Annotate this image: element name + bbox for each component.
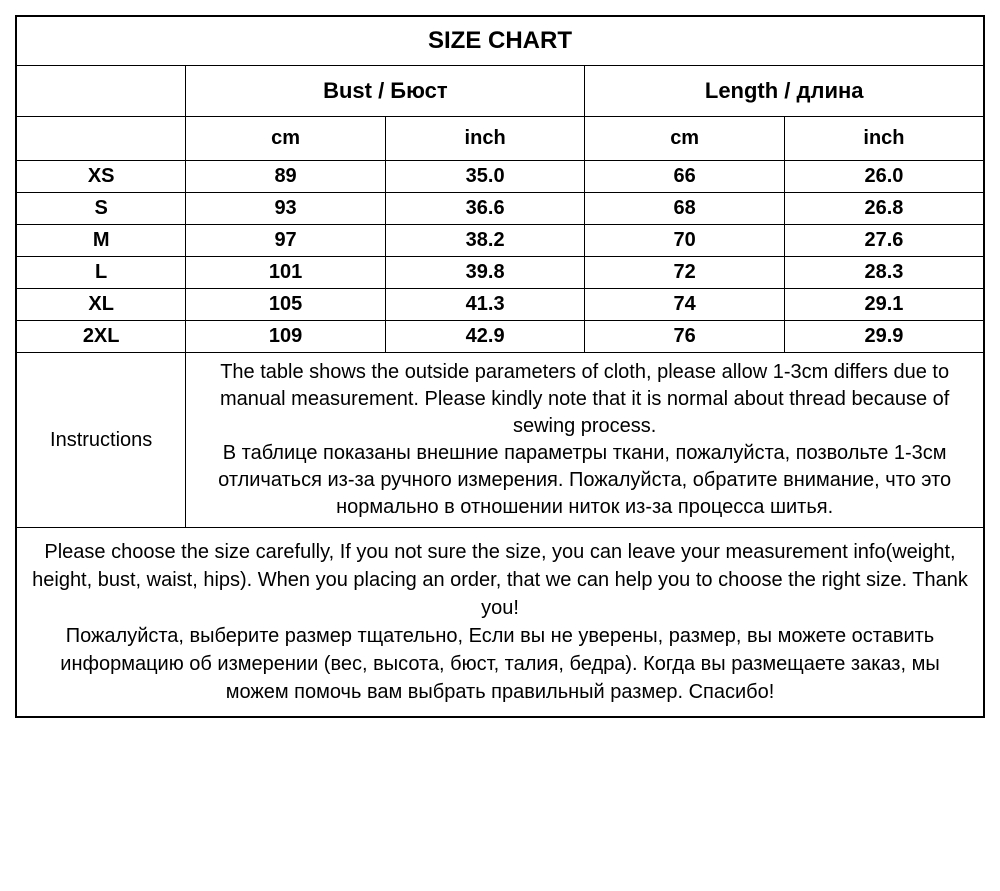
value-cell: 42.9 (385, 321, 585, 353)
value-cell: 35.0 (385, 161, 585, 193)
footer-text: Please choose the size carefully, If you… (16, 528, 984, 718)
value-cell: 70 (585, 225, 785, 257)
value-cell: 109 (186, 321, 386, 353)
instructions-text: The table shows the outside parameters o… (186, 353, 984, 528)
table-row: M9738.27027.6 (16, 225, 984, 257)
value-cell: 66 (585, 161, 785, 193)
unit-inch: inch (784, 117, 984, 161)
value-cell: 28.3 (784, 257, 984, 289)
footer-ru: Пожалуйста, выберите размер тщательно, Е… (31, 622, 969, 706)
unit-inch: inch (385, 117, 585, 161)
instructions-ru: В таблице показаны внешние параметры тка… (190, 440, 979, 521)
footer-en: Please choose the size carefully, If you… (31, 538, 969, 622)
table-row: 2XL10942.97629.9 (16, 321, 984, 353)
value-cell: 26.0 (784, 161, 984, 193)
chart-title: SIZE CHART (16, 16, 984, 66)
value-cell: 29.1 (784, 289, 984, 321)
value-cell: 29.9 (784, 321, 984, 353)
value-cell: 41.3 (385, 289, 585, 321)
value-cell: 27.6 (784, 225, 984, 257)
instructions-row: InstructionsThe table shows the outside … (16, 353, 984, 528)
size-cell: M (16, 225, 186, 257)
blank-unit (16, 117, 186, 161)
value-cell: 89 (186, 161, 386, 193)
table-row: XS8935.06626.0 (16, 161, 984, 193)
size-cell: L (16, 257, 186, 289)
instructions-en: The table shows the outside parameters o… (190, 359, 979, 440)
size-cell: S (16, 193, 186, 225)
value-cell: 105 (186, 289, 386, 321)
instructions-label: Instructions (16, 353, 186, 528)
table-row: L10139.87228.3 (16, 257, 984, 289)
size-cell: 2XL (16, 321, 186, 353)
value-cell: 39.8 (385, 257, 585, 289)
value-cell: 97 (186, 225, 386, 257)
value-cell: 38.2 (385, 225, 585, 257)
size-cell: XL (16, 289, 186, 321)
unit-cm: cm (585, 117, 785, 161)
value-cell: 68 (585, 193, 785, 225)
size-cell: XS (16, 161, 186, 193)
size-chart-table: SIZE CHART Bust / Бюст Length / длина cm… (15, 15, 985, 718)
table-row: XL10541.37429.1 (16, 289, 984, 321)
value-cell: 72 (585, 257, 785, 289)
value-cell: 76 (585, 321, 785, 353)
group-bust: Bust / Бюст (186, 66, 585, 117)
value-cell: 36.6 (385, 193, 585, 225)
group-length: Length / длина (585, 66, 984, 117)
footer-row: Please choose the size carefully, If you… (16, 528, 984, 718)
table-row: S9336.66826.8 (16, 193, 984, 225)
value-cell: 101 (186, 257, 386, 289)
unit-cm: cm (186, 117, 386, 161)
value-cell: 74 (585, 289, 785, 321)
value-cell: 26.8 (784, 193, 984, 225)
value-cell: 93 (186, 193, 386, 225)
blank-header (16, 66, 186, 117)
